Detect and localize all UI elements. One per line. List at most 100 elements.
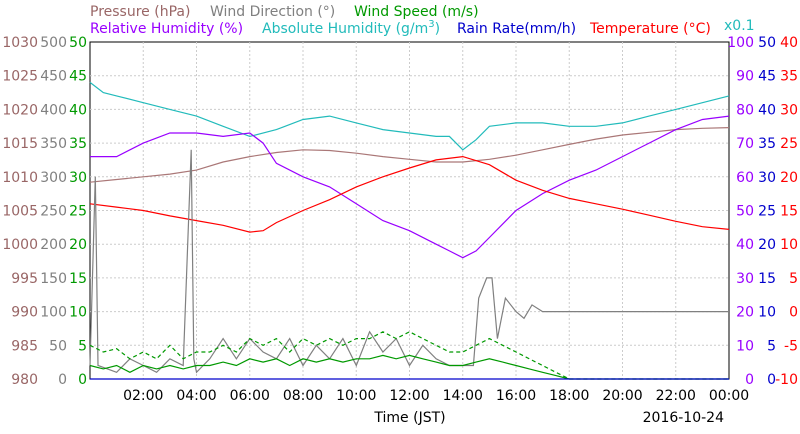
- y-tick-relative-humidity: 60: [736, 170, 754, 186]
- y-tick-relative-humidity: 0: [745, 372, 754, 388]
- y-tick-wind-speed: 40: [69, 102, 87, 118]
- y-tick-temperature: 5: [789, 271, 798, 287]
- y-tick-wind-speed: 5: [78, 338, 87, 354]
- y-tick-labels: 9809859909951000100510101015102010251030…: [2, 35, 798, 388]
- y-tick-temperature: 40: [780, 35, 798, 51]
- x-tick-label: 04:00: [176, 388, 216, 404]
- title-temperature-deg: °: [689, 21, 696, 37]
- title-absolute-humidity-suffix: ): [435, 21, 440, 37]
- chart-date: 2016-10-24: [643, 410, 724, 426]
- y-tick-wind-speed: 15: [69, 271, 87, 287]
- x-tick-label: 22:00: [656, 388, 696, 404]
- y-tick-rain-rate: 10: [758, 305, 776, 321]
- y-tick-pressure: 1000: [2, 237, 38, 253]
- abs-humidity-scale-label: x0.1: [724, 18, 755, 34]
- y-tick-wind-direction: 200: [40, 237, 67, 253]
- x-tick-labels: 02:00 04:00 06:00 08:00 10:00 12:00 14:00 16:00…: [123, 388, 749, 404]
- y-tick-rain-rate: 40: [758, 102, 776, 118]
- y-tick-temperature: -10: [775, 372, 798, 388]
- title-absolute-humidity-prefix: Absolute Humidity (g/m: [262, 21, 428, 37]
- x-tick-label: 20:00: [602, 388, 642, 404]
- x-tick-label: 00:00: [709, 388, 749, 404]
- title-rain-rate: Rain Rate(mm/h): [457, 21, 576, 37]
- y-tick-pressure: 985: [11, 338, 38, 354]
- y-tick-rain-rate: 0: [767, 372, 776, 388]
- y-tick-temperature: 35: [780, 69, 798, 85]
- title-wind-direction: Wind Direction (°): [210, 4, 335, 20]
- series-line: [90, 115, 730, 259]
- y-tick-temperature: 0: [789, 305, 798, 321]
- series-line: [89, 127, 730, 183]
- y-tick-wind-speed: 45: [69, 69, 87, 85]
- y-tick-relative-humidity: 10: [736, 338, 754, 354]
- title-relative-humidity: Relative Humidity (%): [90, 21, 243, 37]
- y-tick-pressure: 1015: [2, 136, 38, 152]
- y-tick-wind-direction: 400: [40, 102, 67, 118]
- y-tick-wind-speed: 50: [69, 35, 87, 51]
- y-tick-wind-direction: 100: [40, 305, 67, 321]
- title-wind-speed: Wind Speed (m/s): [354, 4, 479, 20]
- title-absolute-humidity-sup: 3: [428, 19, 434, 30]
- series-line: [89, 155, 730, 233]
- y-tick-rain-rate: 15: [758, 271, 776, 287]
- title-pressure: Pressure (hPa): [90, 4, 190, 20]
- y-tick-wind-speed: 20: [69, 237, 87, 253]
- x-tick-label: 08:00: [283, 388, 323, 404]
- y-tick-wind-speed: 0: [78, 372, 87, 388]
- y-tick-rain-rate: 35: [758, 136, 776, 152]
- y-tick-wind-direction: 50: [49, 338, 67, 354]
- y-tick-relative-humidity: 70: [736, 136, 754, 152]
- y-tick-temperature: 10: [780, 237, 798, 253]
- y-tick-rain-rate: 30: [758, 170, 776, 186]
- y-tick-pressure: 1030: [2, 35, 38, 51]
- y-tick-relative-humidity: 100: [727, 35, 754, 51]
- y-tick-wind-direction: 150: [40, 271, 67, 287]
- y-tick-temperature: 30: [780, 102, 798, 118]
- y-tick-rain-rate: 25: [758, 204, 776, 220]
- y-tick-rain-rate: 5: [767, 338, 776, 354]
- y-tick-rain-rate: 50: [758, 35, 776, 51]
- y-tick-pressure: 1005: [2, 204, 38, 220]
- series-line: [89, 149, 729, 374]
- y-tick-wind-direction: 300: [40, 170, 67, 186]
- y-tick-temperature: -5: [784, 338, 798, 354]
- y-tick-pressure: 1020: [2, 102, 38, 118]
- series-line: [89, 331, 729, 380]
- y-tick-pressure: 995: [11, 271, 38, 287]
- x-tick-label: 14:00: [443, 388, 483, 404]
- x-tick-label: 18:00: [549, 388, 589, 404]
- title-absolute-humidity: Absolute Humidity (g/m3): [262, 19, 440, 37]
- y-tick-relative-humidity: 30: [736, 271, 754, 287]
- y-tick-wind-direction: 350: [40, 136, 67, 152]
- y-tick-pressure: 980: [11, 372, 38, 388]
- y-tick-temperature: 20: [780, 170, 798, 186]
- y-tick-wind-speed: 25: [69, 204, 87, 220]
- title-temperature: Temperature (°C): [589, 21, 711, 37]
- y-tick-relative-humidity: 20: [736, 305, 754, 321]
- x-tick-label: 16:00: [496, 388, 536, 404]
- y-tick-wind-direction: 500: [40, 35, 67, 51]
- x-tick-label: 02:00: [123, 388, 163, 404]
- y-tick-rain-rate: 45: [758, 69, 776, 85]
- y-tick-temperature: 25: [780, 136, 798, 152]
- y-tick-pressure: 990: [11, 305, 38, 321]
- y-tick-wind-direction: 0: [58, 372, 67, 388]
- series-line: [89, 354, 729, 380]
- title-temperature-prefix: Temperature (: [589, 21, 689, 37]
- series-line: [89, 81, 730, 151]
- x-tick-label: 12:00: [389, 388, 429, 404]
- x-axis-label: Time (JST): [373, 410, 445, 426]
- title-temperature-suffix: C): [696, 21, 711, 37]
- y-tick-relative-humidity: 80: [736, 102, 754, 118]
- y-tick-pressure: 1010: [2, 170, 38, 186]
- y-tick-wind-speed: 35: [69, 136, 87, 152]
- y-tick-relative-humidity: 40: [736, 237, 754, 253]
- x-tick-label: 10:00: [336, 388, 376, 404]
- y-tick-relative-humidity: 90: [736, 69, 754, 85]
- y-tick-rain-rate: 20: [758, 237, 776, 253]
- series-lines: [89, 81, 730, 380]
- y-tick-pressure: 1025: [2, 69, 38, 85]
- y-tick-wind-speed: 10: [69, 305, 87, 321]
